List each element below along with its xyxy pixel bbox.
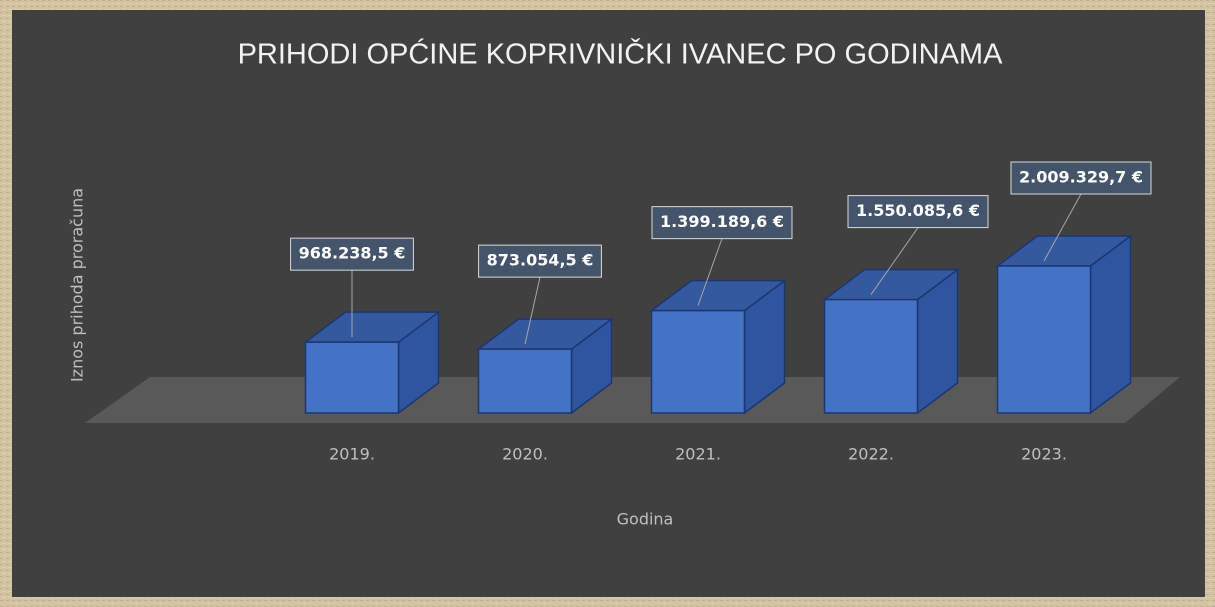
bar-front	[650, 309, 746, 414]
bar	[649, 279, 787, 415]
bar-front	[823, 298, 919, 414]
bar-front	[304, 341, 400, 414]
data-label: 968.238,5 €	[299, 244, 406, 263]
bar-front	[477, 348, 573, 414]
data-label-box	[1010, 161, 1152, 195]
leader-line	[870, 227, 919, 295]
leader-line	[1043, 193, 1082, 262]
x-tick-label: 2023.	[1021, 445, 1067, 464]
bar	[995, 234, 1133, 415]
bar	[303, 310, 441, 415]
x-tick-label: 2019.	[329, 445, 375, 464]
data-label: 1.399.189,6 €	[660, 212, 784, 231]
data-label: 2.009.329,7 €	[1019, 168, 1143, 187]
x-tick-label: 2020.	[502, 445, 548, 464]
data-label-box	[651, 206, 793, 240]
bar	[822, 268, 960, 415]
chart-title: PRIHODI OPĆINE KOPRIVNIČKI IVANEC PO GOD…	[238, 37, 1004, 71]
x-axis-title: Godina	[617, 510, 674, 529]
leader-line	[524, 277, 541, 345]
x-tick-label: 2022.	[848, 445, 894, 464]
data-label-box	[478, 244, 602, 278]
bar-side	[1089, 234, 1132, 415]
data-label-box	[290, 237, 414, 271]
data-label-box	[847, 195, 989, 229]
bar-front	[996, 265, 1092, 414]
x-tick-label: 2021.	[675, 445, 721, 464]
bar	[476, 317, 614, 415]
leader-line	[697, 238, 723, 306]
y-axis-title: Iznos prihoda proračuna	[68, 188, 87, 382]
data-label: 1.550.085,6 €	[856, 201, 980, 220]
data-label: 873.054,5 €	[487, 251, 594, 270]
